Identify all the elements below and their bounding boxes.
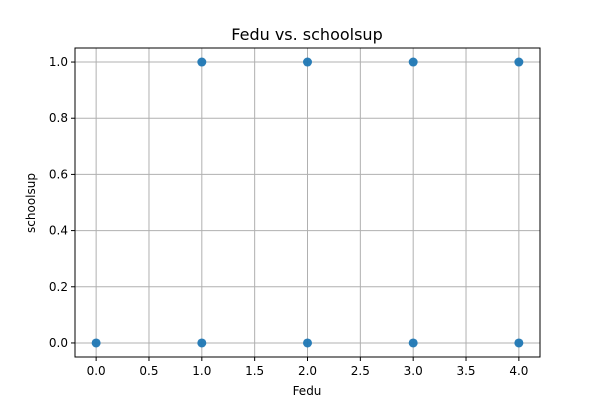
- x-tick-label: 0.0: [87, 364, 106, 378]
- y-tick-label: 0.2: [49, 280, 68, 294]
- chart-title: Fedu vs. schoolsup: [231, 25, 382, 44]
- y-tick-label: 0.0: [49, 336, 68, 350]
- x-tick-label: 3.5: [456, 364, 475, 378]
- x-tick-label: 3.0: [404, 364, 423, 378]
- x-tick-label: 0.5: [139, 364, 158, 378]
- data-point: [408, 57, 418, 67]
- x-tick-label: 4.0: [509, 364, 528, 378]
- y-tick-label: 0.4: [49, 224, 68, 238]
- data-points: [91, 57, 524, 348]
- x-tick-label: 1.5: [245, 364, 264, 378]
- x-tick-label: 1.0: [192, 364, 211, 378]
- y-tick-label: 0.8: [49, 111, 68, 125]
- x-tick-label: 2.5: [351, 364, 370, 378]
- y-axis-ticks: 0.0 0.2 0.4 0.6 0.8 1.0: [49, 55, 75, 350]
- x-axis-label: Fedu: [293, 384, 322, 398]
- data-point: [408, 338, 418, 348]
- data-point: [303, 57, 312, 67]
- data-point: [514, 57, 524, 67]
- y-tick-label: 1.0: [49, 55, 68, 69]
- data-point: [197, 57, 207, 67]
- data-point: [514, 338, 524, 348]
- grid: [75, 48, 540, 357]
- data-point: [303, 338, 312, 348]
- data-point: [91, 338, 101, 348]
- x-axis-ticks: 0.0 0.5 1.0 1.5 2.0 2.5 3.0 3.5 4.0: [87, 357, 528, 378]
- data-point: [197, 338, 207, 348]
- y-tick-label: 0.6: [49, 167, 68, 181]
- x-tick-label: 2.0: [298, 364, 317, 378]
- y-axis-label: schoolsup: [24, 173, 38, 233]
